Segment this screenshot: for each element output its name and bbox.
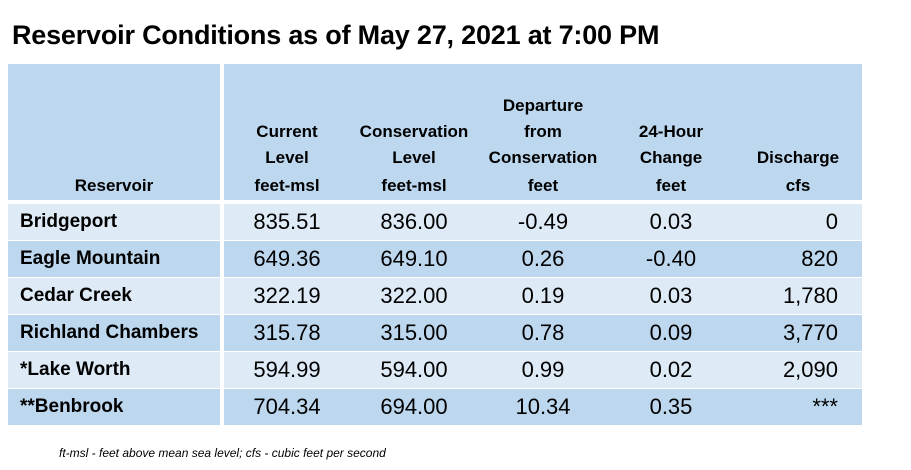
change-24h-value: 0.02 xyxy=(649,357,693,382)
current-level-value: 704.34 xyxy=(253,394,321,419)
discharge-value: 820 xyxy=(801,246,838,271)
header-24h-change-line2: Change xyxy=(639,148,703,167)
current-level-value: 315.78 xyxy=(253,320,321,345)
departure-value: 0.78 xyxy=(521,320,565,345)
header-cell-values xyxy=(224,64,862,200)
reservoir-name: Cedar Creek xyxy=(20,285,132,306)
unit-current-level: feet-msl xyxy=(254,176,320,195)
unit-conservation-level: feet-msl xyxy=(381,176,447,195)
page-title: Reservoir Conditions as of May 27, 2021 … xyxy=(12,20,660,50)
header-departure-line3: Conservation xyxy=(488,148,598,167)
reservoir-table: Reservoir Current Level feet-msl Conserv… xyxy=(8,64,862,426)
header-departure-line1: Departure xyxy=(502,96,584,115)
conservation-level-value: 694.00 xyxy=(380,394,448,419)
table-row: Eagle Mountain 649.36 649.10 0.26 -0.40 … xyxy=(8,241,862,277)
change-24h-value: 0.35 xyxy=(649,394,693,419)
discharge-value: 3,770 xyxy=(782,320,838,345)
reservoir-name: Richland Chambers xyxy=(20,322,199,343)
unit-departure: feet xyxy=(527,176,559,195)
table-row: Cedar Creek 322.19 322.00 0.19 0.03 1,78… xyxy=(8,278,862,314)
departure-value: 10.34 xyxy=(515,394,571,419)
current-level-value: 594.99 xyxy=(253,357,321,382)
current-level-value: 835.51 xyxy=(253,209,321,234)
conservation-level-value: 322.00 xyxy=(380,283,448,308)
discharge-value: 2,090 xyxy=(782,357,838,382)
departure-value: 0.19 xyxy=(521,283,565,308)
change-24h-value: 0.03 xyxy=(649,283,693,308)
unit-24h-change: feet xyxy=(655,176,687,195)
change-24h-value: 0.03 xyxy=(649,209,693,234)
reservoir-name: **Benbrook xyxy=(20,396,124,417)
header-cell-reservoir xyxy=(8,64,220,200)
reservoir-name: Bridgeport xyxy=(20,211,118,232)
table-row: *Lake Worth 594.99 594.00 0.99 0.02 2,09… xyxy=(8,352,862,388)
departure-value: -0.49 xyxy=(517,209,569,234)
conservation-level-value: 315.00 xyxy=(380,320,448,345)
header-reservoir: Reservoir xyxy=(74,176,154,195)
discharge-value: 1,780 xyxy=(782,283,838,308)
conservation-level-value: 594.00 xyxy=(380,357,448,382)
footnote: ft-msl - feet above mean sea level; cfs … xyxy=(59,446,386,460)
header-current-level-line1: Current xyxy=(256,122,318,141)
table-row: Bridgeport 835.51 836.00 -0.49 0.03 0 xyxy=(8,204,862,240)
departure-value: 0.26 xyxy=(521,246,565,271)
conservation-level-value: 649.10 xyxy=(380,246,448,271)
table-row: Richland Chambers 315.78 315.00 0.78 0.0… xyxy=(8,315,862,351)
current-level-value: 649.36 xyxy=(253,246,321,271)
header-current-level-line2: Level xyxy=(265,148,309,167)
header-24h-change-line1: 24-Hour xyxy=(638,122,704,141)
header-departure-line2: from xyxy=(524,122,562,141)
conservation-level-value: 836.00 xyxy=(380,209,448,234)
reservoir-name: Eagle Mountain xyxy=(20,248,161,269)
table-row: **Benbrook 704.34 694.00 10.34 0.35 *** xyxy=(8,389,862,425)
change-24h-value: 0.09 xyxy=(649,320,693,345)
change-24h-value: -0.40 xyxy=(645,246,697,271)
header-conservation-level-line2: Level xyxy=(392,148,436,167)
departure-value: 0.99 xyxy=(521,357,565,382)
reservoir-name: *Lake Worth xyxy=(20,359,131,380)
discharge-value: *** xyxy=(812,394,838,419)
header-discharge: Discharge xyxy=(756,148,840,167)
unit-discharge: cfs xyxy=(785,176,811,195)
discharge-value: 0 xyxy=(825,209,838,234)
current-level-value: 322.19 xyxy=(253,283,321,308)
header-conservation-level-line1: Conservation xyxy=(359,122,469,141)
